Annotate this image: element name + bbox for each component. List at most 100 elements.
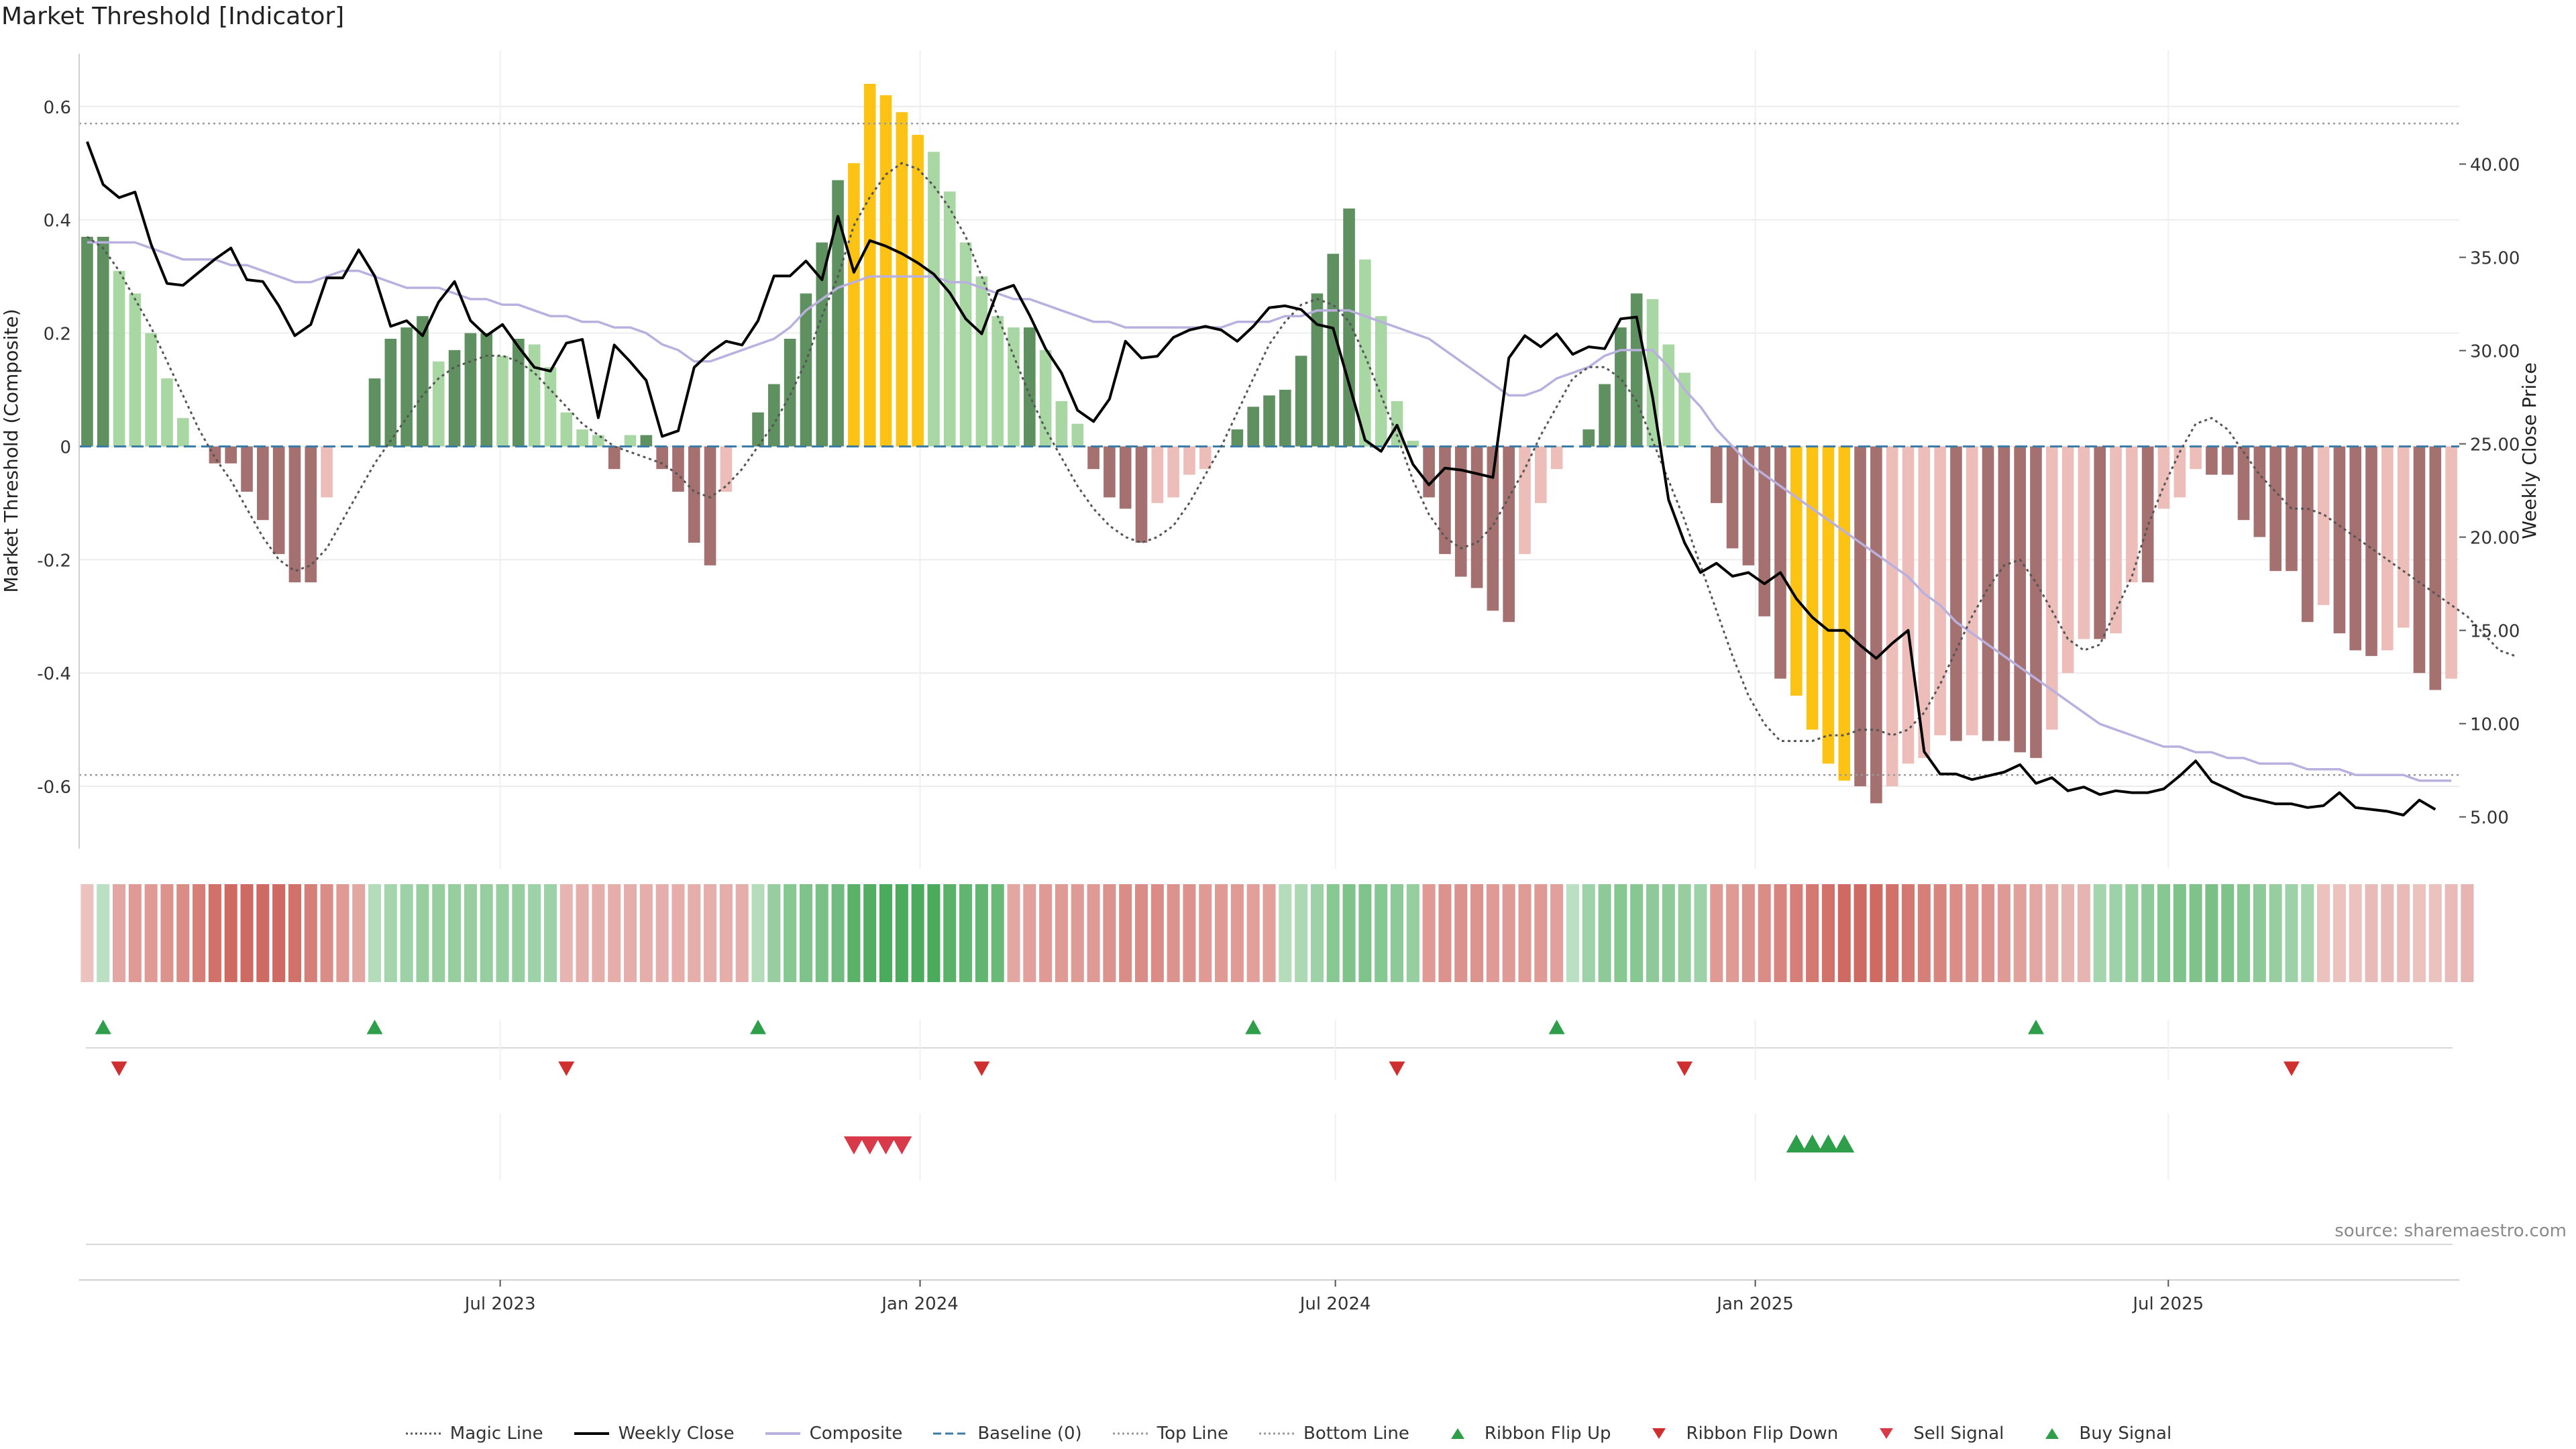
legend-label: Weekly Close	[618, 1424, 735, 1444]
buy-signal-icon	[1786, 1134, 1807, 1152]
ribbon-cell	[1055, 884, 1068, 982]
composite-bar	[321, 446, 333, 498]
legend-label: Buy Signal	[2079, 1424, 2172, 1444]
composite-bar	[480, 333, 493, 447]
y2-tick-label: 40.00	[2470, 156, 2520, 176]
ribbon-cell	[1566, 884, 1579, 982]
ribbon-cell	[1470, 884, 1484, 982]
composite-bar	[176, 418, 189, 447]
composite-bar	[752, 412, 764, 447]
y2-tick-label: 10.00	[2470, 715, 2520, 735]
composite-bar	[1295, 356, 1307, 447]
y-axis-label: Market Threshold (Composite)	[0, 309, 22, 592]
composite-bar	[720, 446, 733, 492]
ribbon-cell	[304, 884, 317, 982]
composite-line	[87, 241, 2452, 782]
composite-bar	[959, 242, 972, 447]
ribbon-flip-down-icon	[1676, 1061, 1693, 1076]
composite-bar	[2206, 446, 2218, 475]
composite-bar	[1135, 446, 1148, 543]
composite-bar	[2061, 446, 2074, 674]
composite-bar	[1311, 293, 1324, 447]
composite-bar	[1024, 327, 1036, 447]
y-tick-label: 0	[60, 437, 71, 458]
legend-marker	[2045, 1428, 2059, 1439]
composite-bar	[2157, 446, 2170, 509]
composite-bar	[1806, 446, 1819, 730]
ribbon-cell	[1246, 884, 1260, 982]
ribbon-cell	[1071, 884, 1084, 982]
ribbon-cell	[352, 884, 366, 982]
composite-bar	[528, 344, 541, 447]
legend-line-swatch	[1259, 1432, 1294, 1435]
ribbon-cell	[1087, 884, 1100, 982]
legend-line-swatch	[405, 1432, 441, 1435]
composite-bar	[592, 435, 604, 447]
ribbon-cell	[911, 884, 924, 982]
composite-bar	[2030, 446, 2042, 758]
legend-label: Baseline (0)	[977, 1424, 1082, 1444]
legend-label: Magic Line	[449, 1424, 543, 1444]
legend-label: Sell Signal	[1913, 1424, 2004, 1444]
composite-bar	[928, 152, 940, 447]
composite-bar	[1534, 446, 1547, 503]
composite-bar	[1886, 446, 1898, 787]
ribbon-cell	[193, 884, 206, 982]
composite-bar	[1774, 446, 1786, 679]
ribbon-cell	[97, 884, 110, 982]
ribbon-cell	[1886, 884, 1899, 982]
ribbon-cell	[704, 884, 717, 982]
sell-signal-icon	[859, 1136, 880, 1155]
legend-line-swatch	[765, 1432, 800, 1435]
triangle-up-icon	[2045, 1428, 2059, 1439]
composite-bar	[896, 112, 908, 447]
ribbon-cell	[2397, 884, 2410, 982]
ribbon-cell	[959, 884, 973, 982]
ribbon-cell	[1326, 884, 1340, 982]
ribbon-cell	[623, 884, 637, 982]
sell-signal-icon	[892, 1136, 912, 1155]
ribbon-cell	[1406, 884, 1419, 982]
composite-bar	[81, 237, 93, 447]
ribbon-flip-up-icon	[1548, 1020, 1565, 1034]
ribbon-cell	[991, 884, 1004, 982]
ribbon-cell	[176, 884, 190, 982]
ribbon-cell	[2381, 884, 2394, 982]
composite-bar	[1902, 446, 1915, 764]
ribbon-cell	[1630, 884, 1644, 982]
ribbon-cell	[1790, 884, 1803, 982]
ribbon-cell	[1870, 884, 1883, 982]
ribbon-cell	[1534, 884, 1548, 982]
ribbon-cell	[975, 884, 988, 982]
composite-bar	[704, 446, 716, 566]
ribbon-cell	[799, 884, 812, 982]
y2-tick-label: 15.00	[2470, 622, 2520, 642]
composite-bar	[863, 84, 876, 447]
composite-bar	[1423, 446, 1435, 498]
composite-bar	[1039, 350, 1052, 447]
composite-bar	[2014, 446, 2026, 753]
x-tick-label: Jan 2024	[880, 1294, 959, 1314]
y-tick-label: 0.4	[44, 211, 71, 231]
composite-bar	[1008, 327, 1020, 447]
y-tick-label: 0.6	[44, 98, 71, 118]
composite-bar	[1454, 446, 1467, 577]
legend-line-swatch	[1112, 1432, 1148, 1435]
ribbon-cell	[2093, 884, 2106, 982]
composite-bar	[1726, 446, 1739, 549]
ribbon-cell	[2317, 884, 2330, 982]
ribbon-cell	[1039, 884, 1053, 982]
ribbon-cell	[1375, 884, 1388, 982]
composite-bar	[1822, 446, 1835, 764]
composite-bar	[816, 242, 828, 447]
composite-bar	[624, 435, 637, 447]
composite-bar	[544, 367, 557, 447]
composite-bar	[2126, 446, 2138, 583]
ribbon-cell	[2189, 884, 2202, 982]
composite-bar	[1055, 400, 1068, 447]
ribbon-cell	[672, 884, 685, 982]
legend-item: Ribbon Flip Down	[1640, 1424, 1838, 1444]
ribbon-cell	[847, 884, 861, 982]
magic-line	[87, 162, 2516, 743]
composite-bar	[640, 435, 653, 447]
